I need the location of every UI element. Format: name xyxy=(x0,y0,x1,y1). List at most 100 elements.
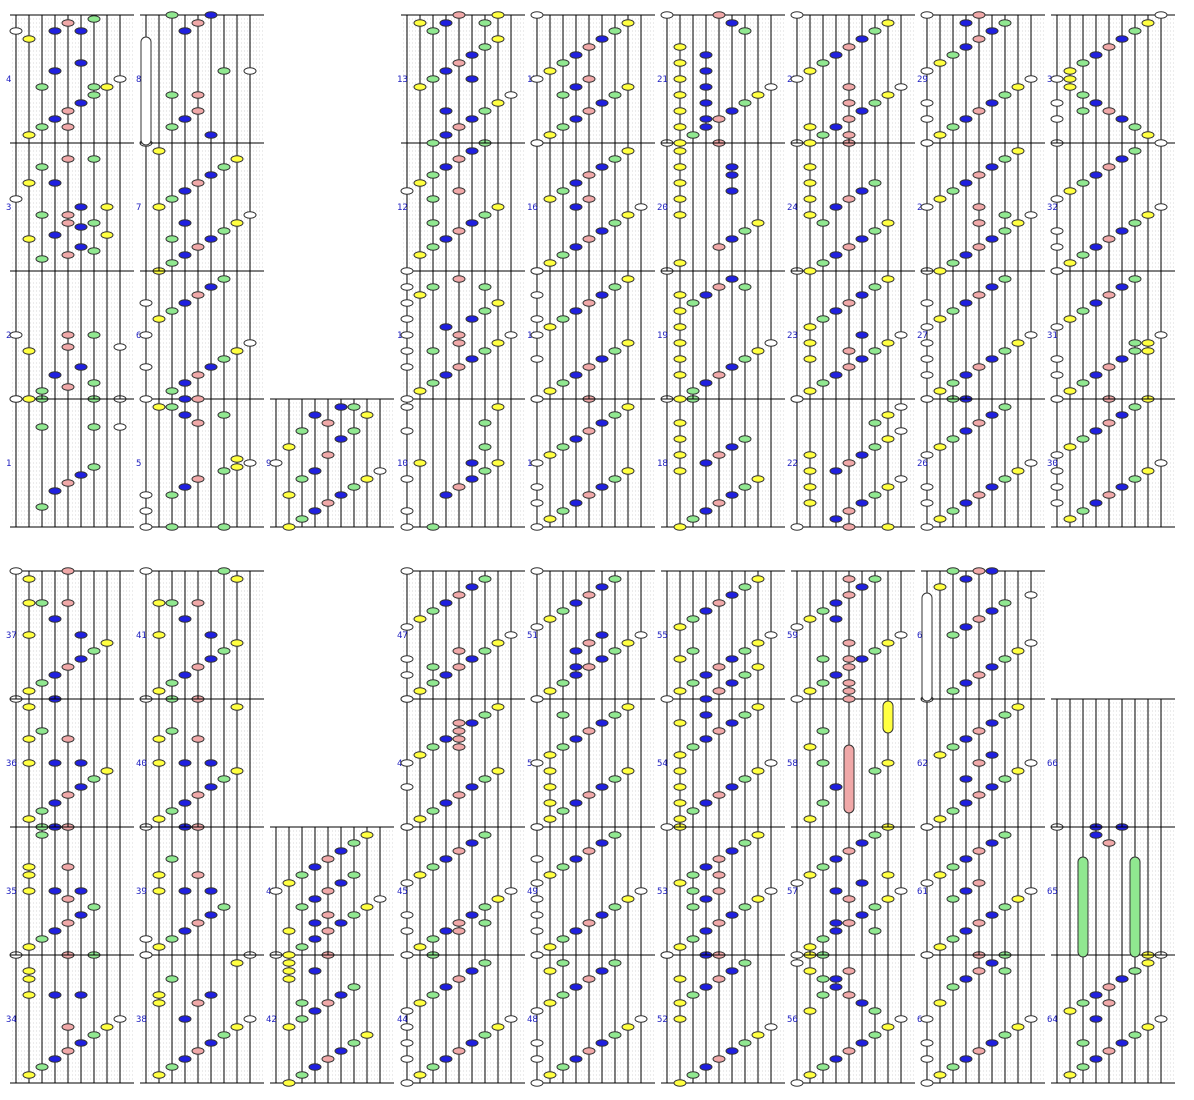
note xyxy=(204,1039,218,1047)
note xyxy=(178,483,192,491)
note xyxy=(842,991,856,999)
note xyxy=(673,419,687,427)
note xyxy=(478,443,492,451)
note xyxy=(504,331,518,339)
note xyxy=(61,567,75,575)
note xyxy=(426,283,440,291)
note xyxy=(1102,983,1116,991)
note xyxy=(48,799,62,807)
note xyxy=(725,847,739,855)
note xyxy=(1076,107,1090,115)
note xyxy=(972,243,986,251)
note xyxy=(191,91,205,99)
note xyxy=(9,567,23,575)
note xyxy=(842,99,856,107)
note xyxy=(920,1015,934,1023)
note xyxy=(321,999,335,1007)
note xyxy=(569,307,583,315)
note xyxy=(1102,163,1116,171)
note xyxy=(660,951,674,959)
note xyxy=(35,387,49,395)
note xyxy=(100,83,114,91)
note xyxy=(61,663,75,671)
note xyxy=(165,1063,179,1071)
measure-52: 52 xyxy=(657,951,785,1087)
note xyxy=(673,339,687,347)
note xyxy=(334,847,348,855)
note xyxy=(439,855,453,863)
measure-23: 23 xyxy=(787,267,915,403)
note xyxy=(74,243,88,251)
note xyxy=(217,567,231,575)
note xyxy=(829,671,843,679)
note xyxy=(334,879,348,887)
note xyxy=(426,1063,440,1071)
note xyxy=(230,959,244,967)
note xyxy=(1128,339,1142,347)
note xyxy=(998,775,1012,783)
note xyxy=(413,179,427,187)
note xyxy=(413,83,427,91)
note xyxy=(920,115,934,123)
note xyxy=(478,575,492,583)
note xyxy=(152,999,166,1007)
note xyxy=(74,99,88,107)
note xyxy=(491,203,505,211)
note xyxy=(582,1047,596,1055)
note xyxy=(139,363,153,371)
note xyxy=(1063,259,1077,267)
note xyxy=(1076,379,1090,387)
measure-6: 6 xyxy=(136,267,264,403)
note xyxy=(985,163,999,171)
measure-number: 31 xyxy=(1047,331,1058,341)
note xyxy=(347,871,361,879)
note xyxy=(673,879,687,887)
note xyxy=(165,235,179,243)
note xyxy=(191,19,205,27)
note xyxy=(803,687,817,695)
note xyxy=(998,903,1012,911)
note xyxy=(165,491,179,499)
note xyxy=(400,671,414,679)
note xyxy=(465,839,479,847)
note xyxy=(426,523,440,531)
note xyxy=(894,1015,908,1023)
note xyxy=(855,107,869,115)
note xyxy=(673,451,687,459)
note xyxy=(881,895,895,903)
note xyxy=(816,655,830,663)
note xyxy=(35,503,49,511)
note xyxy=(933,131,947,139)
note xyxy=(543,751,557,759)
note xyxy=(582,919,596,927)
note xyxy=(842,847,856,855)
note xyxy=(1050,499,1064,507)
note xyxy=(426,679,440,687)
note xyxy=(465,1039,479,1047)
note xyxy=(530,11,544,19)
measure-number: 47 xyxy=(397,631,408,641)
note xyxy=(1102,235,1116,243)
note xyxy=(712,1055,726,1063)
note xyxy=(946,507,960,515)
note xyxy=(972,11,986,19)
note xyxy=(452,1047,466,1055)
note xyxy=(920,203,934,211)
note xyxy=(972,491,986,499)
note xyxy=(35,1063,49,1071)
note xyxy=(842,639,856,647)
note xyxy=(165,307,179,315)
note xyxy=(946,895,960,903)
note xyxy=(738,959,752,967)
note xyxy=(1089,831,1103,839)
note xyxy=(1050,483,1064,491)
measure-number: 40 xyxy=(136,759,147,769)
note xyxy=(868,491,882,499)
note xyxy=(751,347,765,355)
note xyxy=(191,599,205,607)
note xyxy=(725,783,739,791)
note xyxy=(1050,323,1064,331)
note xyxy=(712,599,726,607)
note xyxy=(400,299,414,307)
note xyxy=(855,331,869,339)
